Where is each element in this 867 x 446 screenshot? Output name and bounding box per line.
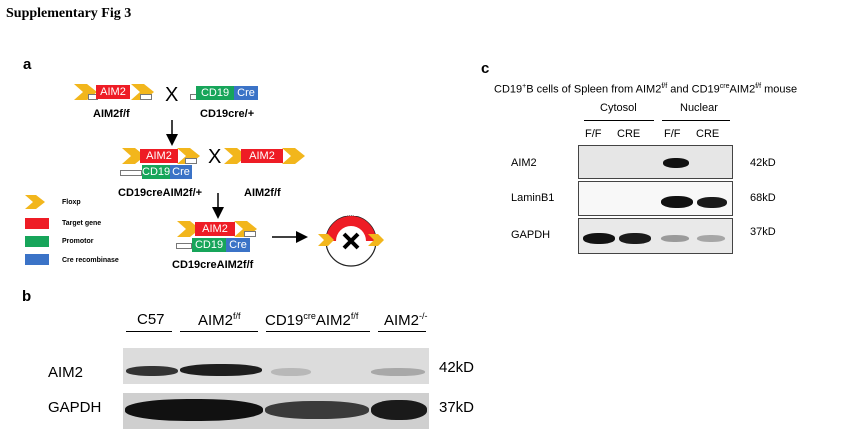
cross-symbol: X <box>208 146 222 168</box>
band <box>371 368 425 376</box>
fraction-nuclear: Nuclear <box>680 102 718 114</box>
group-underline <box>126 331 172 332</box>
figure-title: Supplementary Fig 3 <box>6 6 132 21</box>
band <box>697 235 725 242</box>
group-underline <box>266 331 370 332</box>
blot-b-gapdh-membrane <box>123 393 429 429</box>
band <box>661 235 689 242</box>
legend-swatch-cre <box>25 254 49 265</box>
blot-c-gapdh-membrane <box>578 218 733 254</box>
excised-aim2-label: AIM2 <box>341 211 358 218</box>
lane-cre-2: CRE <box>696 128 720 140</box>
blot-c-aim2-membrane <box>578 145 733 179</box>
blot-c-size-aim2: 42kD <box>750 157 776 169</box>
blot-c-row-laminb1: LaminB1 <box>511 192 555 204</box>
group-aim2ko: AIM2-/- <box>384 311 428 329</box>
fraction-underline <box>662 120 730 121</box>
band <box>126 366 178 376</box>
lane-ff-2: F/F <box>664 128 681 140</box>
blot-b-row-gapdh: GAPDH <box>48 399 102 416</box>
band <box>180 364 262 376</box>
aim2-gene-box: AIM2 <box>195 222 235 236</box>
floxp-icon <box>122 148 145 164</box>
legend-swatch-promotor <box>25 236 49 247</box>
group-cd19creaim2ff: CD19creAIM2f/f <box>265 311 359 329</box>
band <box>265 401 369 419</box>
fraction-cytosol: Cytosol <box>600 102 637 114</box>
band <box>371 400 427 420</box>
group-aim2ff: AIM2f/f <box>198 311 241 329</box>
panel-b-label: b <box>22 288 32 305</box>
legend-swatch-target <box>25 218 49 229</box>
caption-cd19creaim2f+: CD19creAIM2f/+ <box>118 187 203 199</box>
blot-b-size-gapdh: 37kD <box>439 399 475 416</box>
excised-aim2-loop <box>318 215 384 267</box>
blot-b-aim2-membrane <box>123 348 429 384</box>
caption-cd19cre: CD19cre/+ <box>200 108 255 120</box>
blot-c-size-laminb1: 68kD <box>750 192 776 204</box>
cre-gene-box: Cre <box>226 238 250 252</box>
cd19-gene-box: CD19 <box>192 238 226 252</box>
floxp-icon <box>282 148 305 164</box>
band <box>619 233 651 244</box>
cre-gene-box: Cre <box>234 86 258 100</box>
blot-b-size-aim2: 42kD <box>439 359 475 376</box>
cross-symbol: X <box>165 84 179 106</box>
lane-ff-1: F/F <box>585 128 602 140</box>
blot-b-row-aim2: AIM2 <box>48 364 84 381</box>
caption-cd19creaim2ff: CD19creAIM2f/f <box>172 259 254 271</box>
lane-cre-1: CRE <box>617 128 641 140</box>
cd19-gene-box: CD19 <box>142 165 171 179</box>
caption-aim2ff: AIM2f/f <box>93 108 130 120</box>
fraction-underline <box>584 120 654 121</box>
blot-c-laminb1-membrane <box>578 181 733 216</box>
band <box>125 399 263 421</box>
floxp-icon <box>25 195 45 209</box>
panel-c-heading: CD19+B cells of Spleen from AIM2f/f and … <box>494 83 798 96</box>
band <box>663 158 689 168</box>
group-underline <box>378 331 426 332</box>
aim2-gene-box: AIM2 <box>241 149 283 163</box>
band <box>697 197 727 208</box>
blot-c-row-gapdh: GAPDH <box>511 229 551 241</box>
blot-c-row-aim2: AIM2 <box>511 157 537 169</box>
legend-cre: Cre recombinase <box>62 257 119 264</box>
panel-a-label: a <box>23 56 32 73</box>
group-c57: C57 <box>137 311 165 328</box>
band <box>271 368 311 376</box>
cd19-gene-box: CD19 <box>196 86 234 100</box>
band <box>661 196 693 208</box>
aim2-gene-box: AIM2 <box>96 85 130 99</box>
band <box>583 233 615 244</box>
cre-gene-box: Cre <box>170 165 192 179</box>
panel-c-label: c <box>481 60 490 77</box>
group-underline <box>180 331 258 332</box>
floxp-icon <box>177 221 200 237</box>
legend-promotor: Promotor <box>62 238 94 245</box>
blot-c-size-gapdh: 37kD <box>750 226 776 238</box>
legend-floxp: Floxp <box>62 199 81 206</box>
aim2-gene-box: AIM2 <box>140 149 178 163</box>
legend-target: Target gene <box>62 220 102 227</box>
caption-aim2ff-2: AIM2f/f <box>244 187 281 199</box>
